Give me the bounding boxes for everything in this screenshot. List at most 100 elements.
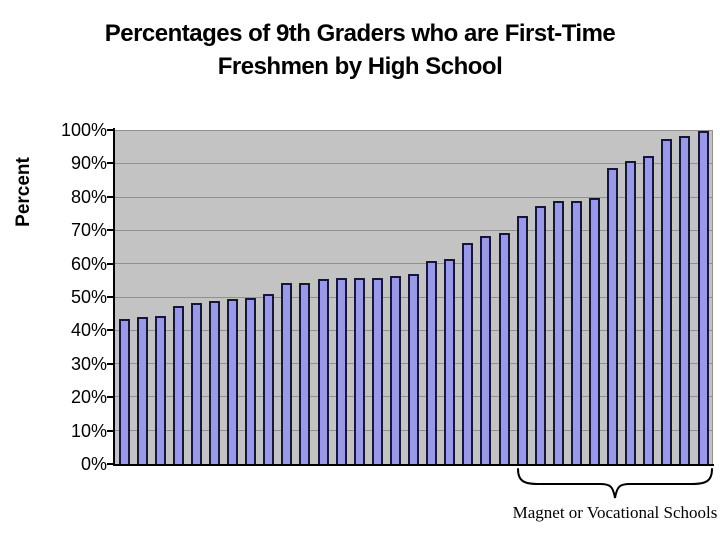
- annotation-label: Magnet or Vocational Schools: [512, 503, 718, 522]
- bar: [607, 167, 619, 464]
- y-tick-mark: [107, 262, 113, 265]
- bar: [190, 302, 202, 464]
- bar-slot: [151, 131, 169, 464]
- y-tick-label: 0%: [80, 454, 107, 474]
- curly-brace-path: [517, 468, 713, 499]
- y-tick-label: 90%: [70, 153, 107, 174]
- bar: [426, 260, 438, 464]
- chart-title: Percentages of 9th Graders who are First…: [0, 17, 720, 83]
- bar-slot: [513, 131, 531, 464]
- bar: [444, 259, 456, 464]
- y-tick-mark: [107, 229, 113, 232]
- y-tick-mark: [107, 396, 113, 399]
- bar-slot: [549, 131, 567, 464]
- y-tick-mark: [107, 296, 113, 298]
- y-tick-label: 100%: [60, 120, 107, 140]
- bar-slot: [585, 131, 603, 464]
- bar-slot: [441, 131, 459, 464]
- y-tick-label: 60%: [70, 253, 107, 274]
- bar: [534, 205, 546, 464]
- y-tick-mark: [107, 362, 113, 365]
- bar: [263, 294, 275, 464]
- bar-slot: [242, 131, 260, 464]
- bar: [679, 136, 691, 464]
- bar-slot: [676, 131, 694, 464]
- brace-annotation: [517, 468, 713, 499]
- bar: [570, 200, 582, 464]
- bar: [389, 275, 401, 464]
- y-tick-label: 80%: [70, 186, 107, 207]
- bar-slot: [169, 131, 187, 464]
- bar-slot: [115, 131, 133, 464]
- bar-slot: [477, 131, 495, 464]
- bar-slot: [224, 131, 242, 464]
- bar-slot: [368, 131, 386, 464]
- bar: [281, 282, 293, 464]
- gridline: [115, 196, 712, 198]
- bar: [480, 235, 492, 464]
- bar-slot: [314, 131, 332, 464]
- bar-slot: [658, 131, 676, 464]
- bar-slot: [531, 131, 549, 464]
- bar: [172, 305, 184, 464]
- y-tick-label: 70%: [70, 220, 107, 241]
- bar: [408, 274, 420, 464]
- bar-slot: [205, 131, 223, 464]
- bars-layer: [115, 131, 712, 464]
- bar-slot: [278, 131, 296, 464]
- bar: [353, 277, 365, 464]
- y-tick-mark: [107, 329, 113, 332]
- bar: [371, 277, 383, 464]
- bar: [299, 282, 311, 464]
- bar-slot: [694, 131, 712, 464]
- bar-slot: [567, 131, 585, 464]
- y-tick-label: 30%: [70, 353, 107, 374]
- gridline: [115, 229, 712, 231]
- bar-slot: [386, 131, 404, 464]
- bar-slot: [459, 131, 477, 464]
- y-tick-mark: [107, 195, 113, 198]
- bar: [335, 277, 347, 464]
- bar-slot: [622, 131, 640, 464]
- bar-slot: [133, 131, 151, 464]
- bar: [462, 242, 474, 464]
- chart-title-line-1: Percentages of 9th Graders who are First…: [104, 20, 616, 47]
- y-tick-label: 20%: [70, 387, 107, 408]
- gridline: [115, 263, 712, 265]
- bar: [516, 215, 528, 464]
- bar: [661, 139, 673, 464]
- bar-slot: [405, 131, 423, 464]
- bar-slot: [187, 131, 205, 464]
- gridline: [115, 163, 712, 165]
- y-tick-mark: [107, 162, 113, 165]
- bar-slot: [350, 131, 368, 464]
- bar: [245, 297, 257, 464]
- bar: [118, 319, 130, 464]
- bar: [552, 200, 564, 464]
- bar: [588, 197, 600, 464]
- x-axis-line: [113, 464, 714, 466]
- y-tick-mark: [107, 463, 113, 465]
- bar: [498, 232, 510, 464]
- y-tick-label: 10%: [70, 420, 107, 441]
- bar-slot: [296, 131, 314, 464]
- bar: [317, 279, 329, 464]
- bar: [643, 155, 655, 464]
- bar-slot: [495, 131, 513, 464]
- bar-slot: [640, 131, 658, 464]
- plot-area: [115, 130, 713, 464]
- y-tick-label: 50%: [70, 287, 107, 307]
- bar: [136, 317, 148, 464]
- bar-slot: [332, 131, 350, 464]
- bar: [209, 300, 221, 464]
- bar-slot: [260, 131, 278, 464]
- bar: [154, 315, 166, 464]
- bar: [697, 131, 709, 464]
- y-tick-mark: [107, 129, 113, 131]
- chart-title-line-2: Freshmen by High School: [217, 53, 503, 80]
- bar-slot: [604, 131, 622, 464]
- bar: [625, 160, 637, 464]
- y-axis-line: [113, 128, 115, 466]
- bar-slot: [423, 131, 441, 464]
